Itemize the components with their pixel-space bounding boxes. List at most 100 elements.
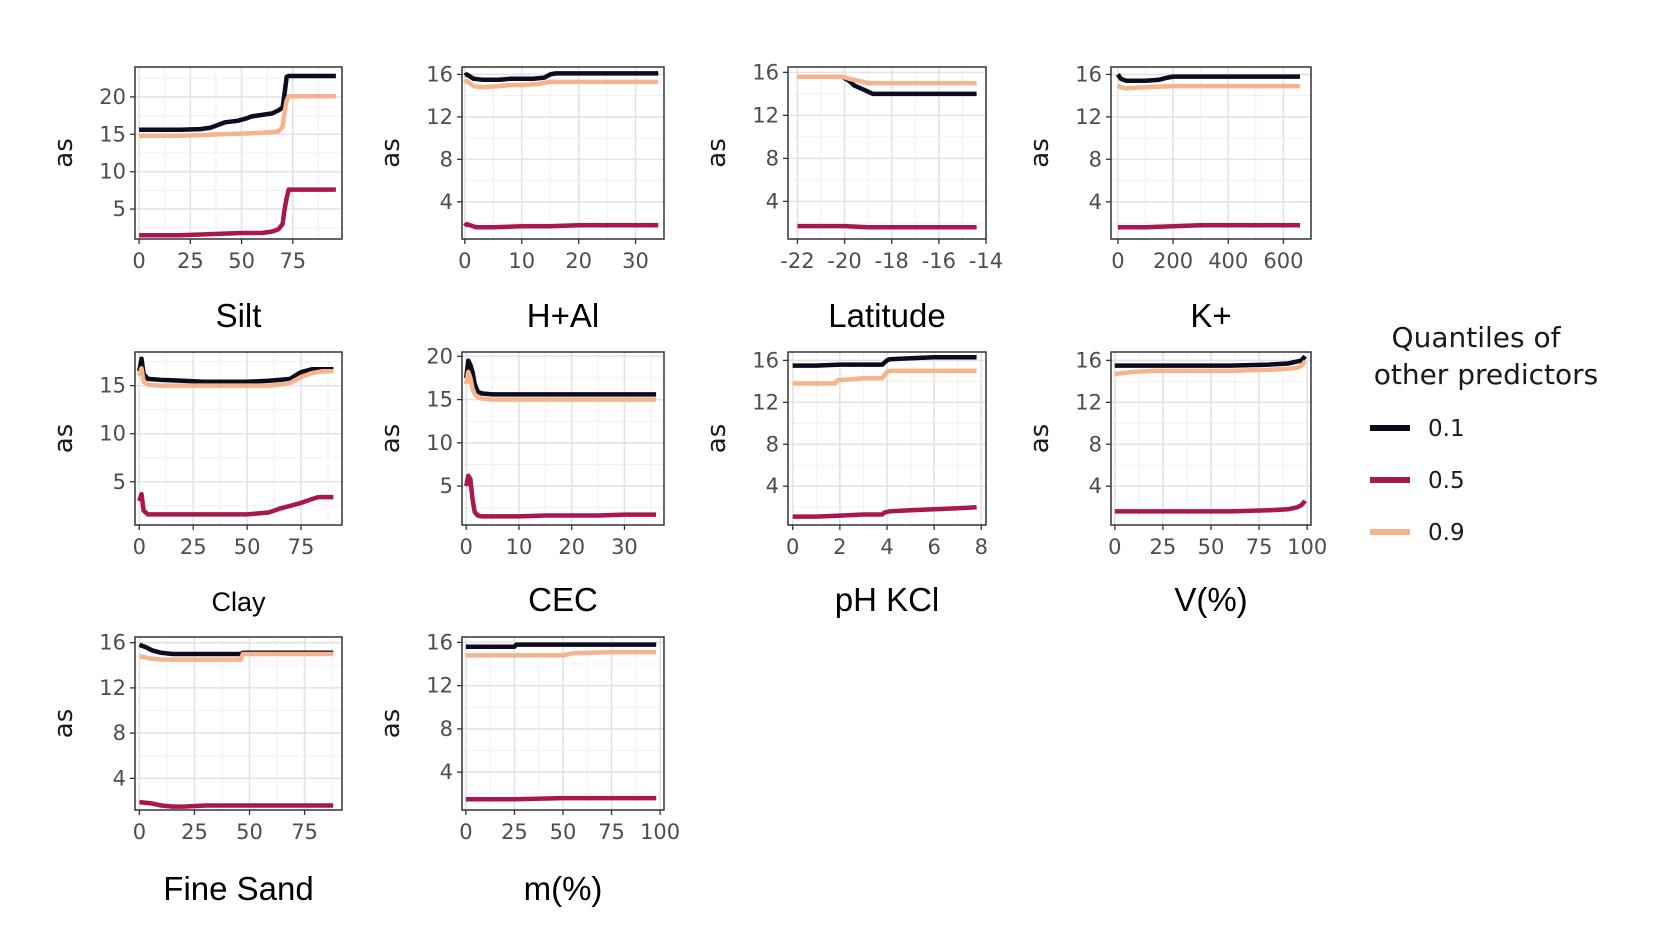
series-line-0.5 [465, 795, 657, 802]
series-line-0.5 [797, 223, 977, 230]
y-tick-label: 8 [766, 432, 779, 456]
x-axis-title: V(%) [1174, 581, 1247, 618]
y-tick-label: 4 [766, 189, 779, 213]
series-line-0.9 [465, 649, 657, 658]
series-line-0.1 [137, 356, 334, 385]
y-tick-label: 5 [440, 474, 453, 498]
legend-label-0.5: 0.5 [1428, 468, 1465, 494]
x-tick-label: -16 [922, 249, 956, 273]
y-tick-label: 4 [113, 766, 126, 790]
series-line-0.5 [463, 221, 659, 230]
legend: Quantiles of other predictors 0.1 0.5 0.… [1370, 321, 1598, 546]
y-tick-label: 4 [766, 474, 779, 498]
y-tick-label: 16 [752, 60, 779, 84]
x-tick-label: 0 [459, 820, 472, 844]
y-tick-label: 12 [752, 103, 779, 127]
x-tick-label: 400 [1208, 249, 1248, 273]
panel-v: 0 25 50 75 100 4 8 12 16 as V(%) [1025, 348, 1327, 618]
y-tick-label: 12 [426, 105, 453, 129]
x-axis-title: CEC [528, 581, 598, 618]
x-tick-label: 0 [132, 249, 145, 273]
series-line-0.1 [463, 71, 659, 82]
y-tick-label: 15 [426, 388, 453, 412]
y-tick-label: 10 [426, 431, 453, 455]
y-tick-label: 8 [1089, 432, 1102, 456]
y-axis-title: as [49, 138, 79, 167]
legend-title-line2: other predictors [1374, 358, 1599, 391]
panel-cec: 0 10 20 30 5 10 15 20 as CEC [376, 344, 665, 618]
y-tick-label: 16 [752, 348, 779, 372]
y-axis-title: as [49, 424, 79, 453]
series-line-0.9 [792, 368, 977, 386]
series-line-0.1 [1114, 354, 1307, 368]
x-tick-label: -22 [780, 249, 814, 273]
panel-border [461, 351, 665, 526]
x-tick-label: 8 [975, 535, 988, 559]
x-tick-label: 600 [1263, 249, 1303, 273]
panel-m: 0 25 50 75 100 4 8 12 16 as m(%) [376, 630, 680, 907]
panel-border [134, 66, 343, 240]
x-tick-label: 75 [1246, 535, 1273, 559]
series-line-0.9 [139, 93, 336, 139]
y-tick-label: 15 [99, 374, 126, 398]
series-line-0.5 [1114, 499, 1307, 514]
series-line-0.5 [139, 799, 334, 809]
y-tick-label: 12 [752, 390, 779, 414]
panel-border [134, 636, 343, 811]
y-tick-label: 12 [99, 676, 126, 700]
x-tick-label: 30 [622, 249, 649, 273]
x-tick-label: 0 [133, 535, 146, 559]
x-axis-title: Fine Sand [163, 870, 313, 907]
x-tick-label: 20 [558, 535, 585, 559]
y-tick-label: 16 [426, 62, 453, 86]
y-tick-label: 8 [766, 146, 779, 170]
y-tick-label: 8 [113, 721, 126, 745]
series-line-0.9 [797, 74, 977, 86]
panel-border [461, 66, 665, 240]
y-tick-label: 10 [99, 160, 126, 184]
panel-border [134, 351, 343, 526]
x-tick-label: 100 [1287, 535, 1327, 559]
y-tick-label: 16 [99, 631, 126, 655]
y-tick-label: 15 [99, 122, 126, 146]
x-tick-label: 6 [927, 535, 940, 559]
series-line-0.9 [463, 78, 659, 90]
y-axis-title: as [49, 709, 79, 738]
series-line-0.1 [463, 358, 657, 397]
x-axis-title: Silt [216, 297, 262, 334]
y-axis-title: as [1025, 138, 1055, 167]
plot-background [462, 67, 664, 239]
x-tick-label: 25 [177, 249, 204, 273]
x-axis-title: Latitude [828, 297, 945, 334]
x-tick-label: 0 [460, 535, 473, 559]
series-line-0.1 [792, 354, 977, 368]
series-line-0.5 [137, 491, 334, 517]
x-tick-label: -18 [875, 249, 909, 273]
plot-background [1111, 67, 1311, 239]
series-line-0.9 [137, 366, 334, 388]
x-axis-title: H+Al [527, 297, 599, 334]
x-tick-label: -20 [827, 249, 861, 273]
series-line-0.9 [463, 369, 657, 402]
x-tick-label: 10 [508, 249, 535, 273]
x-tick-label: 30 [611, 535, 638, 559]
x-tick-label: 50 [234, 535, 261, 559]
x-tick-label: 100 [640, 820, 680, 844]
plot-background [135, 637, 342, 810]
x-tick-label: 50 [236, 820, 263, 844]
panel-h-al: 0 10 20 30 4 8 12 16 as H+Al [376, 62, 665, 334]
y-tick-label: 8 [440, 717, 453, 741]
x-axis-title: pH KCl [835, 581, 940, 618]
y-tick-label: 10 [99, 422, 126, 446]
y-tick-label: 12 [1075, 390, 1102, 414]
y-axis-title: as [376, 424, 406, 453]
panel-k: 0 200 400 600 4 8 12 16 as K+ [1025, 62, 1312, 334]
x-tick-label: 0 [458, 249, 471, 273]
y-tick-label: 20 [426, 344, 453, 368]
x-tick-label: 0 [133, 820, 146, 844]
legend-title-line1: Quantiles of [1392, 321, 1562, 354]
y-axis-title: as [1025, 424, 1055, 453]
panel-ph-kcl: 0 2 4 6 8 4 8 12 16 as pH KCl [702, 348, 988, 618]
series-line-0.5 [792, 504, 977, 519]
